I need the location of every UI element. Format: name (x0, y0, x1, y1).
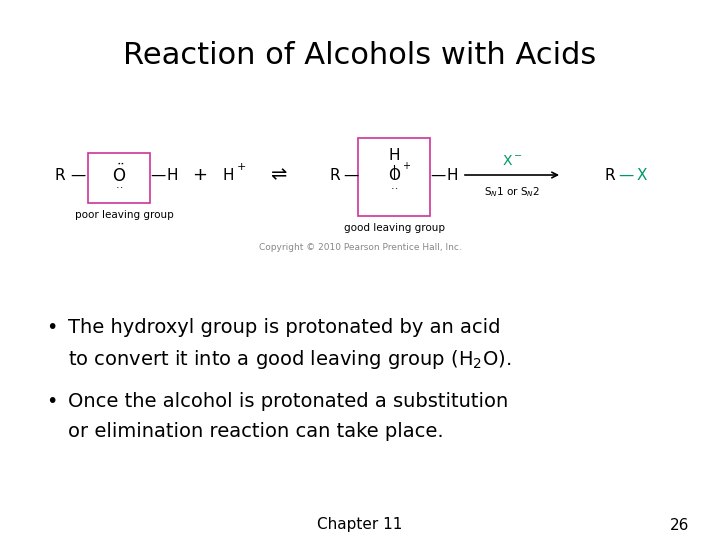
Text: Chapter 11: Chapter 11 (318, 517, 402, 532)
Text: —: — (618, 167, 634, 183)
Text: poor leaving group: poor leaving group (75, 210, 174, 220)
Bar (88, 153, 150, 203)
Text: R: R (55, 167, 66, 183)
Text: $\rightleftharpoons$: $\rightleftharpoons$ (267, 165, 289, 185)
Text: —: — (71, 167, 86, 183)
Text: Reaction of Alcohols with Acids: Reaction of Alcohols with Acids (123, 40, 597, 70)
Text: +: + (237, 162, 246, 172)
Text: H: H (166, 167, 178, 183)
Text: X: X (636, 167, 647, 183)
Text: •: • (46, 318, 58, 337)
Text: S$_N$1 or S$_N$2: S$_N$1 or S$_N$2 (484, 185, 540, 199)
Text: Once the alcohol is protonated a substitution: Once the alcohol is protonated a substit… (68, 392, 508, 411)
Text: H: H (222, 167, 234, 183)
Text: or elimination reaction can take place.: or elimination reaction can take place. (68, 422, 444, 441)
Text: ‥: ‥ (390, 181, 397, 191)
Text: H: H (388, 148, 400, 164)
Text: +: + (402, 161, 410, 171)
Text: X$^-$: X$^-$ (502, 154, 522, 168)
Text: H: H (446, 167, 458, 183)
Text: O: O (388, 167, 400, 183)
Text: good leaving group: good leaving group (343, 223, 444, 233)
Text: R: R (605, 167, 616, 183)
Text: —: — (431, 167, 446, 183)
Text: +: + (192, 166, 207, 184)
Text: 26: 26 (670, 517, 690, 532)
Bar (358, 138, 430, 216)
Text: Copyright © 2010 Pearson Prentice Hall, Inc.: Copyright © 2010 Pearson Prentice Hall, … (258, 244, 462, 253)
Text: —: — (150, 167, 166, 183)
Text: •: • (46, 392, 58, 411)
Text: The hydroxyl group is protonated by an acid: The hydroxyl group is protonated by an a… (68, 318, 500, 337)
Text: to convert it into a good leaving group (H$_2$O).: to convert it into a good leaving group … (68, 348, 511, 371)
Text: R: R (330, 167, 341, 183)
Text: ‥: ‥ (115, 180, 122, 190)
Text: $\ddot{\mathrm{O}}$: $\ddot{\mathrm{O}}$ (112, 164, 126, 186)
Text: —: — (343, 167, 359, 183)
